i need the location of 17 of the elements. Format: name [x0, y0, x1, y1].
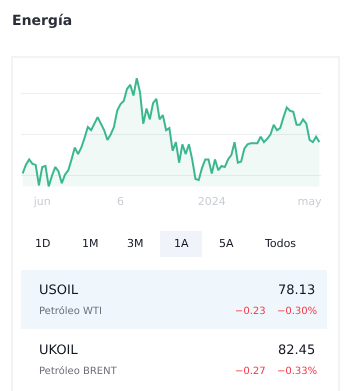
text: 78.13 — [278, 283, 316, 298]
text: 5A — [219, 237, 234, 250]
text: Petróleo BRENT — [39, 366, 118, 377]
text: USOIL — [39, 283, 79, 298]
text: UKOIL — [39, 343, 78, 358]
text: 1D — [35, 237, 50, 250]
text: 1A — [174, 237, 189, 250]
text: Petróleo WTI — [39, 306, 102, 317]
text: 82.45 — [278, 343, 316, 358]
chart-title: Energía — [12, 12, 72, 29]
text: 1M — [82, 237, 98, 250]
text: −0.33% — [277, 366, 318, 377]
text: −0.27 — [235, 366, 266, 377]
text: Todos — [264, 237, 296, 250]
text: −0.30% — [277, 306, 318, 317]
text: −0.23 — [235, 306, 266, 317]
text: 3M — [127, 237, 144, 250]
